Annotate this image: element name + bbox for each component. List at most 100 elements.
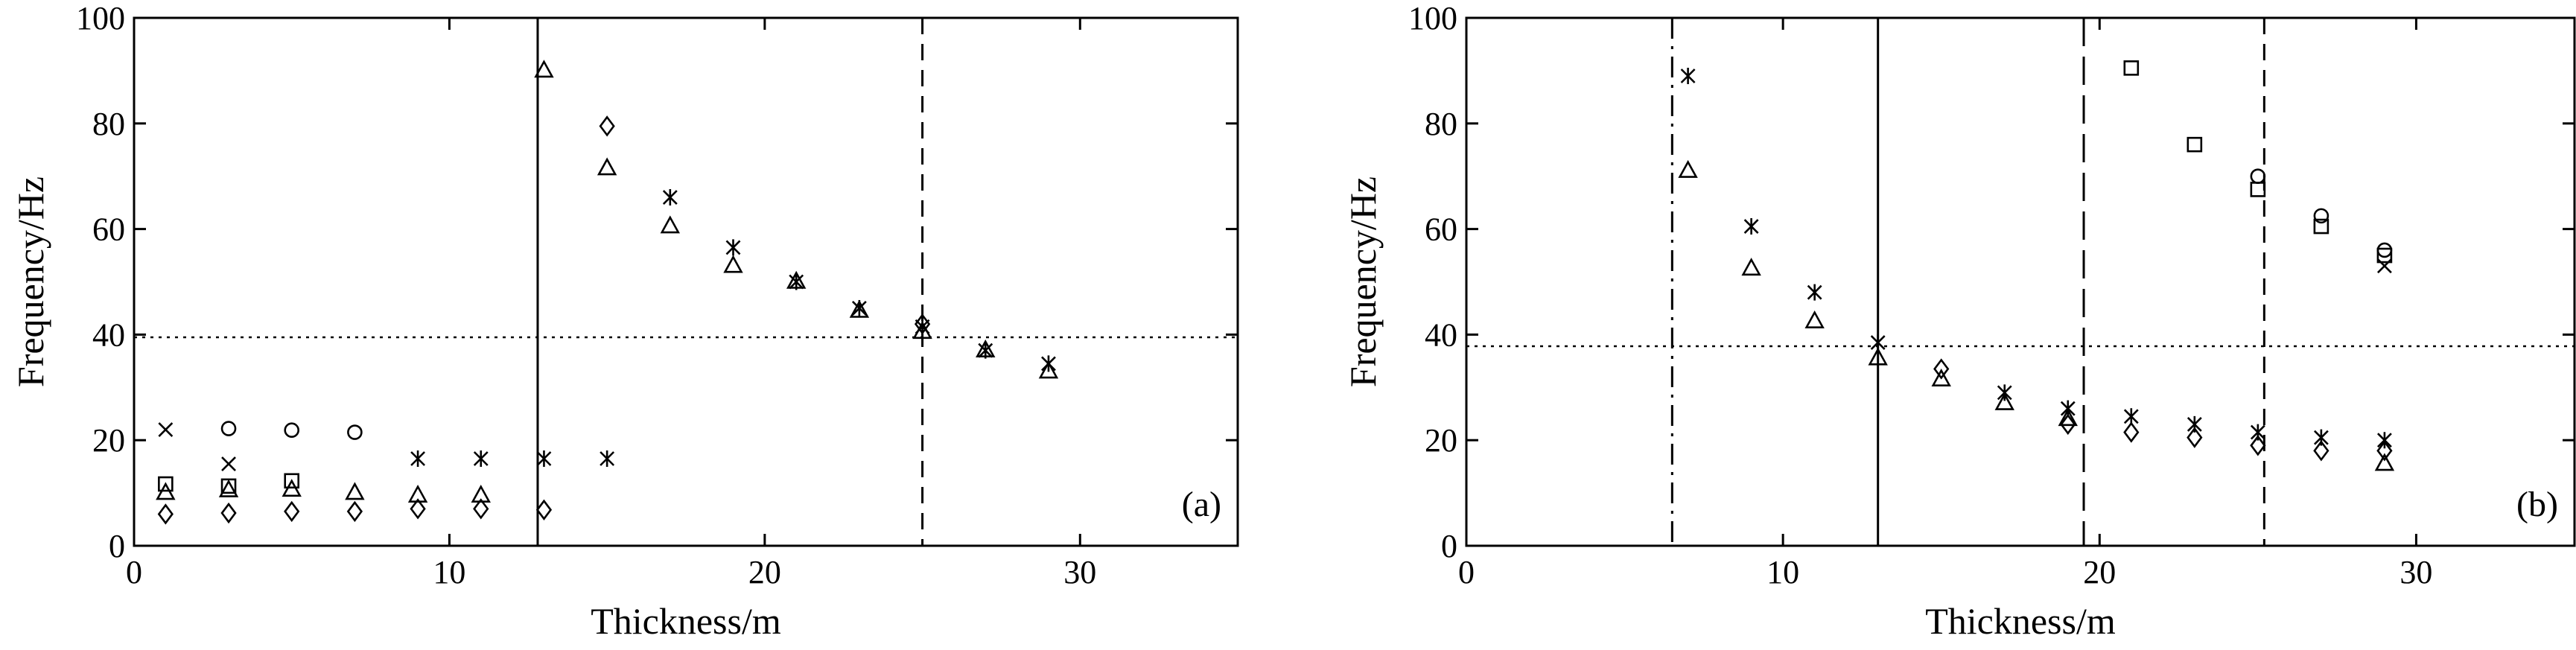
marker-asterisk: [2250, 424, 2265, 441]
y-tick-label: 80: [92, 106, 125, 142]
marker-asterisk: [2187, 415, 2202, 433]
marker-diamond: [284, 500, 300, 523]
marker-asterisk: [1870, 334, 1886, 351]
x-tick-label: 30: [1063, 554, 1096, 590]
marker-asterisk: [915, 318, 930, 335]
marker-diamond: [599, 115, 615, 137]
marker-triangle: [1038, 360, 1059, 379]
marker-triangle: [849, 299, 870, 318]
marker-asterisk: [851, 299, 867, 316]
marker-triangle: [1931, 368, 1951, 386]
y-tick-label: 60: [1425, 211, 1457, 248]
marker-x: [221, 456, 236, 472]
marker-asterisk: [1041, 355, 1056, 372]
series-square: [2123, 60, 2393, 264]
y-tick-label: 0: [109, 528, 125, 564]
marker-triangle: [723, 255, 743, 273]
marker-asterisk: [1743, 218, 1759, 235]
marker-triangle: [156, 482, 176, 500]
y-axis-title: Frequency/Hz: [1342, 176, 1384, 387]
marker-circle: [2313, 208, 2329, 224]
marker-square: [2123, 60, 2140, 76]
plot-frame: [133, 16, 1239, 547]
marker-triangle: [1741, 258, 1761, 276]
series-asterisk: [1680, 67, 2392, 449]
marker-triangle: [1678, 159, 1698, 178]
marker-diamond: [2187, 427, 2203, 448]
marker-triangle: [218, 479, 239, 497]
marker-asterisk: [978, 342, 993, 359]
chart-panel-a: 0 10 20 30 0 20 40 60 80 100 Thickness/m Frequency/…: [10, 0, 1239, 642]
marker-asterisk: [1997, 384, 2012, 401]
marker-asterisk: [2123, 408, 2139, 425]
x-tick-label: 0: [126, 554, 142, 590]
marker-square: [2313, 218, 2329, 235]
marker-asterisk: [410, 450, 426, 468]
marker-square: [2250, 182, 2266, 197]
x-axis-title: Thickness/m: [591, 600, 781, 642]
marker-diamond: [2060, 413, 2076, 436]
series-diamond: [1933, 358, 2393, 462]
series-circle: [220, 421, 363, 440]
marker-triangle: [345, 482, 365, 500]
marker-asterisk: [536, 450, 552, 468]
marker-asterisk: [725, 239, 741, 256]
marker-diamond: [220, 502, 237, 524]
x-tick-label: 10: [433, 554, 465, 590]
series-circle: [2250, 168, 2393, 258]
y-tick-label: 40: [92, 316, 125, 353]
marker-circle: [2376, 242, 2393, 258]
marker-asterisk: [600, 450, 615, 468]
marker-square: [2187, 136, 2203, 153]
y-tick-label: 80: [1425, 106, 1457, 142]
x-axis-title: Thickness/m: [1925, 600, 2116, 642]
y-tick-label: 100: [1408, 0, 1457, 36]
marker-triangle: [660, 215, 681, 234]
marker-asterisk: [662, 189, 678, 206]
marker-triangle: [2058, 408, 2078, 427]
marker-square: [2376, 247, 2393, 264]
panel-label: (a): [1182, 485, 1221, 524]
x-tick-label: 20: [2083, 554, 2116, 590]
series-square: [158, 473, 300, 494]
y-tick-label: 0: [1441, 528, 1457, 564]
marker-circle: [347, 424, 363, 440]
chart-panel-b: 0 10 20 30 0 20 40 60 80 100 Thickness/m Frequency/…: [1342, 0, 2576, 642]
y-tick-label: 60: [92, 211, 125, 248]
plot-frame: [1465, 16, 2576, 547]
marker-circle: [220, 421, 237, 436]
marker-diamond: [2313, 440, 2329, 462]
marker-triangle: [597, 157, 617, 176]
marker-asterisk: [473, 450, 489, 468]
marker-diamond: [2123, 421, 2140, 443]
marker-diamond: [535, 499, 553, 520]
y-tick-label: 20: [92, 422, 125, 459]
x-tick-label: 20: [748, 554, 781, 590]
marker-triangle: [1994, 392, 2014, 410]
marker-triangle: [407, 484, 428, 503]
marker-x: [158, 422, 174, 437]
marker-circle: [2250, 168, 2266, 184]
series-triangle: [1678, 159, 2395, 471]
marker-asterisk: [1680, 67, 1696, 84]
marker-square: [284, 473, 300, 489]
marker-triangle: [1868, 347, 1888, 366]
marker-triangle: [2374, 453, 2395, 471]
marker-diamond: [157, 503, 174, 525]
y-tick-label: 20: [1425, 422, 1457, 459]
marker-asterisk: [2313, 429, 2329, 446]
marker-asterisk: [789, 273, 804, 290]
marker-diamond: [410, 498, 426, 520]
marker-asterisk: [2060, 400, 2076, 417]
marker-asterisk: [1807, 284, 1822, 301]
marker-triangle: [471, 484, 491, 503]
x-tick-label: 0: [1458, 554, 1475, 590]
marker-diamond: [2250, 435, 2266, 456]
y-tick-label: 40: [1425, 316, 1457, 353]
marker-triangle: [534, 60, 554, 78]
marker-diamond: [473, 498, 489, 520]
panel-label: (b): [2516, 485, 2558, 524]
marker-diamond: [1933, 358, 1950, 380]
marker-diamond: [346, 500, 363, 523]
